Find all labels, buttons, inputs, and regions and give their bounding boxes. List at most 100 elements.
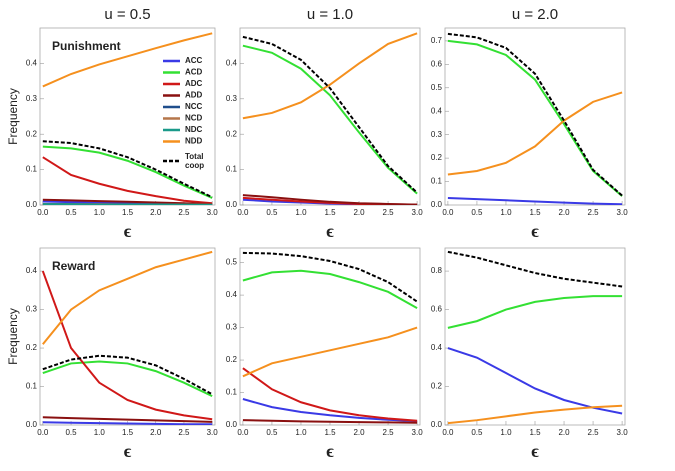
x-tick-label: 0.5 <box>266 208 278 217</box>
y-tick-label: 0.0 <box>26 420 38 429</box>
y-tick-label: 0.4 <box>431 343 443 352</box>
panel-annotation: Punishment <box>52 39 121 53</box>
x-tick-label: 2.0 <box>150 428 162 437</box>
y-axis-label: Frequency <box>6 308 20 365</box>
y-tick-label: 0.4 <box>226 290 238 299</box>
y-tick-label: 0.2 <box>26 343 38 352</box>
x-tick-label: 2.5 <box>588 428 600 437</box>
y-tick-label: 0.1 <box>431 177 443 186</box>
series-line <box>42 203 213 205</box>
x-tick-label: 2.0 <box>558 208 570 217</box>
x-tick-label: 3.0 <box>412 208 424 217</box>
plot-frame <box>444 247 626 426</box>
series-line <box>242 32 418 120</box>
x-tick-label: 1.5 <box>324 428 336 437</box>
x-tick-label: 3.0 <box>412 428 424 437</box>
y-tick-label: 0.3 <box>226 94 238 103</box>
x-tick-label: 0.0 <box>237 428 249 437</box>
x-tick-label: 2.0 <box>558 428 570 437</box>
series-line <box>42 360 213 398</box>
legend-label: NDC <box>185 125 203 134</box>
x-tick-label: 0.0 <box>37 208 49 217</box>
x-tick-label: 3.0 <box>207 428 219 437</box>
series-line <box>41 270 213 421</box>
series-line <box>447 347 623 415</box>
legend-label: NCD <box>185 114 203 123</box>
x-tick-label: 1.0 <box>295 428 307 437</box>
x-tick-label: 1.5 <box>324 208 336 217</box>
x-tick-label: 1.0 <box>295 208 307 217</box>
series-line <box>447 39 623 197</box>
y-tick-label: 0.3 <box>431 130 443 139</box>
x-tick-label: 3.0 <box>617 208 629 217</box>
y-tick-label: 0.5 <box>431 83 443 92</box>
y-tick-label: 0.0 <box>431 200 443 209</box>
y-tick-label: 0.0 <box>26 200 38 209</box>
y-tick-label: 0.2 <box>226 129 238 138</box>
y-tick-label: 0.2 <box>431 382 443 391</box>
column-title: u = 0.5 <box>104 6 150 23</box>
y-tick-label: 0.5 <box>226 258 238 267</box>
series-line <box>242 251 418 303</box>
y-tick-label: 0.4 <box>431 106 443 115</box>
x-tick-label: 0.5 <box>65 428 77 437</box>
x-tick-label: 3.0 <box>617 428 629 437</box>
x-axis-label: ϵ <box>531 221 539 241</box>
series-line <box>42 198 213 205</box>
series-line <box>242 35 418 194</box>
plot-frame <box>444 27 626 206</box>
series-line <box>42 145 213 199</box>
x-tick-label: 2.0 <box>150 208 162 217</box>
series-line <box>42 32 213 88</box>
legend-label: Total coop <box>185 152 206 170</box>
series-line <box>447 196 623 205</box>
y-tick-label: 0.2 <box>431 153 443 162</box>
x-axis-label: ϵ <box>326 441 334 461</box>
legend-label: ACC <box>185 56 203 65</box>
x-axis-label: ϵ <box>124 221 132 241</box>
x-axis-label: ϵ <box>531 441 539 461</box>
x-axis-label: ϵ <box>326 221 334 241</box>
series-line <box>447 295 623 329</box>
series-line <box>242 367 418 422</box>
series-line <box>242 44 418 195</box>
x-tick-label: 1.5 <box>529 208 541 217</box>
y-tick-label: 0.3 <box>26 94 38 103</box>
y-tick-label: 0.6 <box>431 59 443 68</box>
y-tick-label: 0.0 <box>226 200 238 209</box>
x-tick-label: 1.5 <box>529 428 541 437</box>
x-tick-label: 2.5 <box>383 428 395 437</box>
y-tick-label: 0.8 <box>431 266 443 275</box>
y-tick-label: 0.3 <box>226 323 238 332</box>
series-line <box>42 250 213 345</box>
y-tick-label: 0.0 <box>431 420 443 429</box>
series-line <box>242 194 418 205</box>
y-tick-label: 0.4 <box>26 266 38 275</box>
y-tick-label: 0.0 <box>226 420 238 429</box>
y-tick-label: 0.4 <box>26 59 38 68</box>
x-tick-label: 2.5 <box>178 208 190 217</box>
plot-frame <box>239 27 421 206</box>
y-tick-label: 0.2 <box>26 129 38 138</box>
x-tick-label: 0.0 <box>442 428 454 437</box>
y-tick-label: 0.4 <box>226 59 238 68</box>
series-line <box>242 398 418 423</box>
x-axis-label: ϵ <box>124 441 132 461</box>
series-line <box>42 416 213 423</box>
y-tick-label: 0.1 <box>26 382 38 391</box>
x-tick-label: 1.5 <box>122 208 134 217</box>
series-line <box>42 421 213 425</box>
x-tick-label: 1.5 <box>122 428 134 437</box>
column-title: u = 2.0 <box>512 6 558 23</box>
series-line <box>42 140 213 199</box>
series-line <box>42 354 213 396</box>
x-tick-label: 0.5 <box>471 428 483 437</box>
x-tick-label: 0.5 <box>266 428 278 437</box>
series-line <box>242 269 418 309</box>
x-tick-label: 2.0 <box>353 208 365 217</box>
series-line <box>447 250 623 288</box>
y-tick-label: 0.1 <box>226 165 238 174</box>
column-title: u = 1.0 <box>307 6 353 23</box>
series-line <box>242 326 418 378</box>
